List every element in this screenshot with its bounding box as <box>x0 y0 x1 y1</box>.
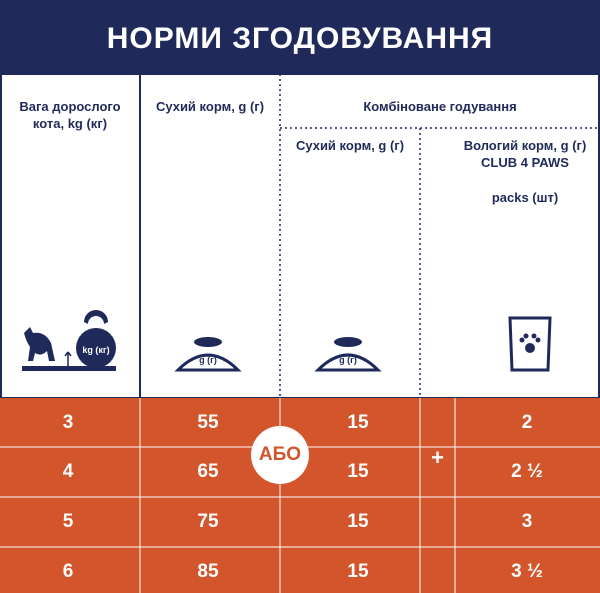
header-band <box>0 0 600 74</box>
table-cell: 4 <box>62 461 74 482</box>
table-cell: 2 <box>521 412 533 433</box>
table-cell: 15 <box>347 461 369 482</box>
table-cell: 85 <box>197 561 219 582</box>
row-lines <box>0 398 600 593</box>
table-cell: 15 <box>347 561 369 582</box>
or-label: АБО <box>258 444 302 465</box>
header-cell: Сухий корм, g (г) <box>295 138 405 153</box>
table-cell: 2 ½ <box>511 461 543 482</box>
plus-label: + <box>431 445 444 470</box>
table-cell: 3 <box>62 412 74 433</box>
bowl-icons <box>174 337 382 372</box>
table-cell: 3 <box>521 511 533 532</box>
header-cell: Комбіноване годування <box>363 99 517 114</box>
table-cell: 6 <box>62 561 74 582</box>
rows-band <box>0 398 600 593</box>
header-cell: Вологий корм, g (г) CLUB 4 PAWS <box>463 138 587 170</box>
pouch-icon <box>508 316 552 372</box>
table-cell: 3 ½ <box>511 561 543 582</box>
table-cell: 75 <box>197 511 219 532</box>
header-cell: Вага дорослого кота, kg (кг) <box>19 99 121 131</box>
or-badge <box>251 426 309 484</box>
icon-label: g (г) <box>199 355 217 365</box>
table-cell: 5 <box>62 511 74 532</box>
table-cell: 15 <box>347 511 369 532</box>
header-cell: Сухий корм, g (г) <box>155 99 265 114</box>
table-cell: 55 <box>197 412 219 433</box>
icon-label: kg (кг) <box>82 345 110 355</box>
weight-icon <box>22 310 116 371</box>
header-cell: packs (шт) <box>491 190 559 205</box>
icon-label: g (г) <box>339 355 357 365</box>
table-cell: 15 <box>347 412 369 433</box>
title: НОРМИ ЗГОДОВУВАННЯ <box>106 22 494 55</box>
table-cell: 65 <box>197 461 219 482</box>
